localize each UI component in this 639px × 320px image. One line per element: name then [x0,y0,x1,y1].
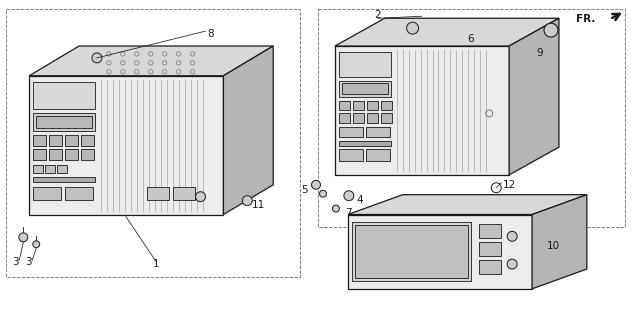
Circle shape [196,192,206,202]
Bar [65,149,78,160]
Circle shape [312,180,321,189]
Bar [366,127,390,137]
Polygon shape [335,46,509,175]
Circle shape [332,205,339,212]
Bar [353,100,364,110]
Text: FR.: FR. [576,14,596,24]
Bar [65,135,78,146]
Circle shape [242,196,252,206]
Text: 3: 3 [12,257,19,267]
Circle shape [544,23,558,37]
Bar [366,149,390,161]
Polygon shape [335,18,559,46]
Bar [36,116,92,128]
Bar [339,141,390,146]
Bar [352,222,472,281]
Bar [33,113,95,131]
Bar [479,224,501,238]
Bar [339,52,390,77]
Text: 2: 2 [374,10,381,20]
Bar [353,113,364,123]
Polygon shape [224,46,273,214]
Text: 8: 8 [208,29,214,39]
Polygon shape [348,195,587,214]
Polygon shape [532,195,587,289]
Bar [33,135,46,146]
Text: 3: 3 [25,257,31,267]
Bar [33,165,43,173]
Bar [65,187,93,200]
Bar [49,135,62,146]
Bar [173,187,194,200]
Bar [339,149,363,161]
Bar [342,83,388,93]
Bar [479,260,501,274]
Circle shape [19,233,27,242]
Bar [33,82,95,109]
Circle shape [344,191,354,201]
Text: 4: 4 [357,195,364,205]
Circle shape [320,190,327,197]
Circle shape [92,53,102,63]
Bar [33,177,95,182]
Bar [49,149,62,160]
Text: 9: 9 [536,48,543,58]
Text: 1: 1 [153,259,159,269]
Polygon shape [348,214,532,289]
Circle shape [507,259,517,269]
Polygon shape [29,46,273,76]
Polygon shape [509,18,559,175]
Bar [339,81,390,97]
Bar [318,9,625,228]
Text: 11: 11 [252,200,266,210]
Text: 6: 6 [467,34,474,44]
Bar [33,149,46,160]
Bar [6,9,300,277]
Bar [81,135,94,146]
Bar [339,127,363,137]
Polygon shape [29,76,224,214]
Bar [381,113,392,123]
Bar [45,165,55,173]
Text: 5: 5 [302,185,308,195]
Circle shape [33,241,40,248]
Text: 10: 10 [547,241,560,251]
Bar [355,225,468,278]
Bar [339,100,350,110]
Text: 12: 12 [503,180,516,190]
Bar [57,165,67,173]
Bar [367,113,378,123]
Bar [381,100,392,110]
Bar [339,113,350,123]
Text: 7: 7 [345,208,351,218]
Bar [479,242,501,256]
Circle shape [507,231,517,241]
Circle shape [406,22,419,34]
Bar [367,100,378,110]
Bar [33,187,61,200]
Bar [81,149,94,160]
Bar [147,187,169,200]
